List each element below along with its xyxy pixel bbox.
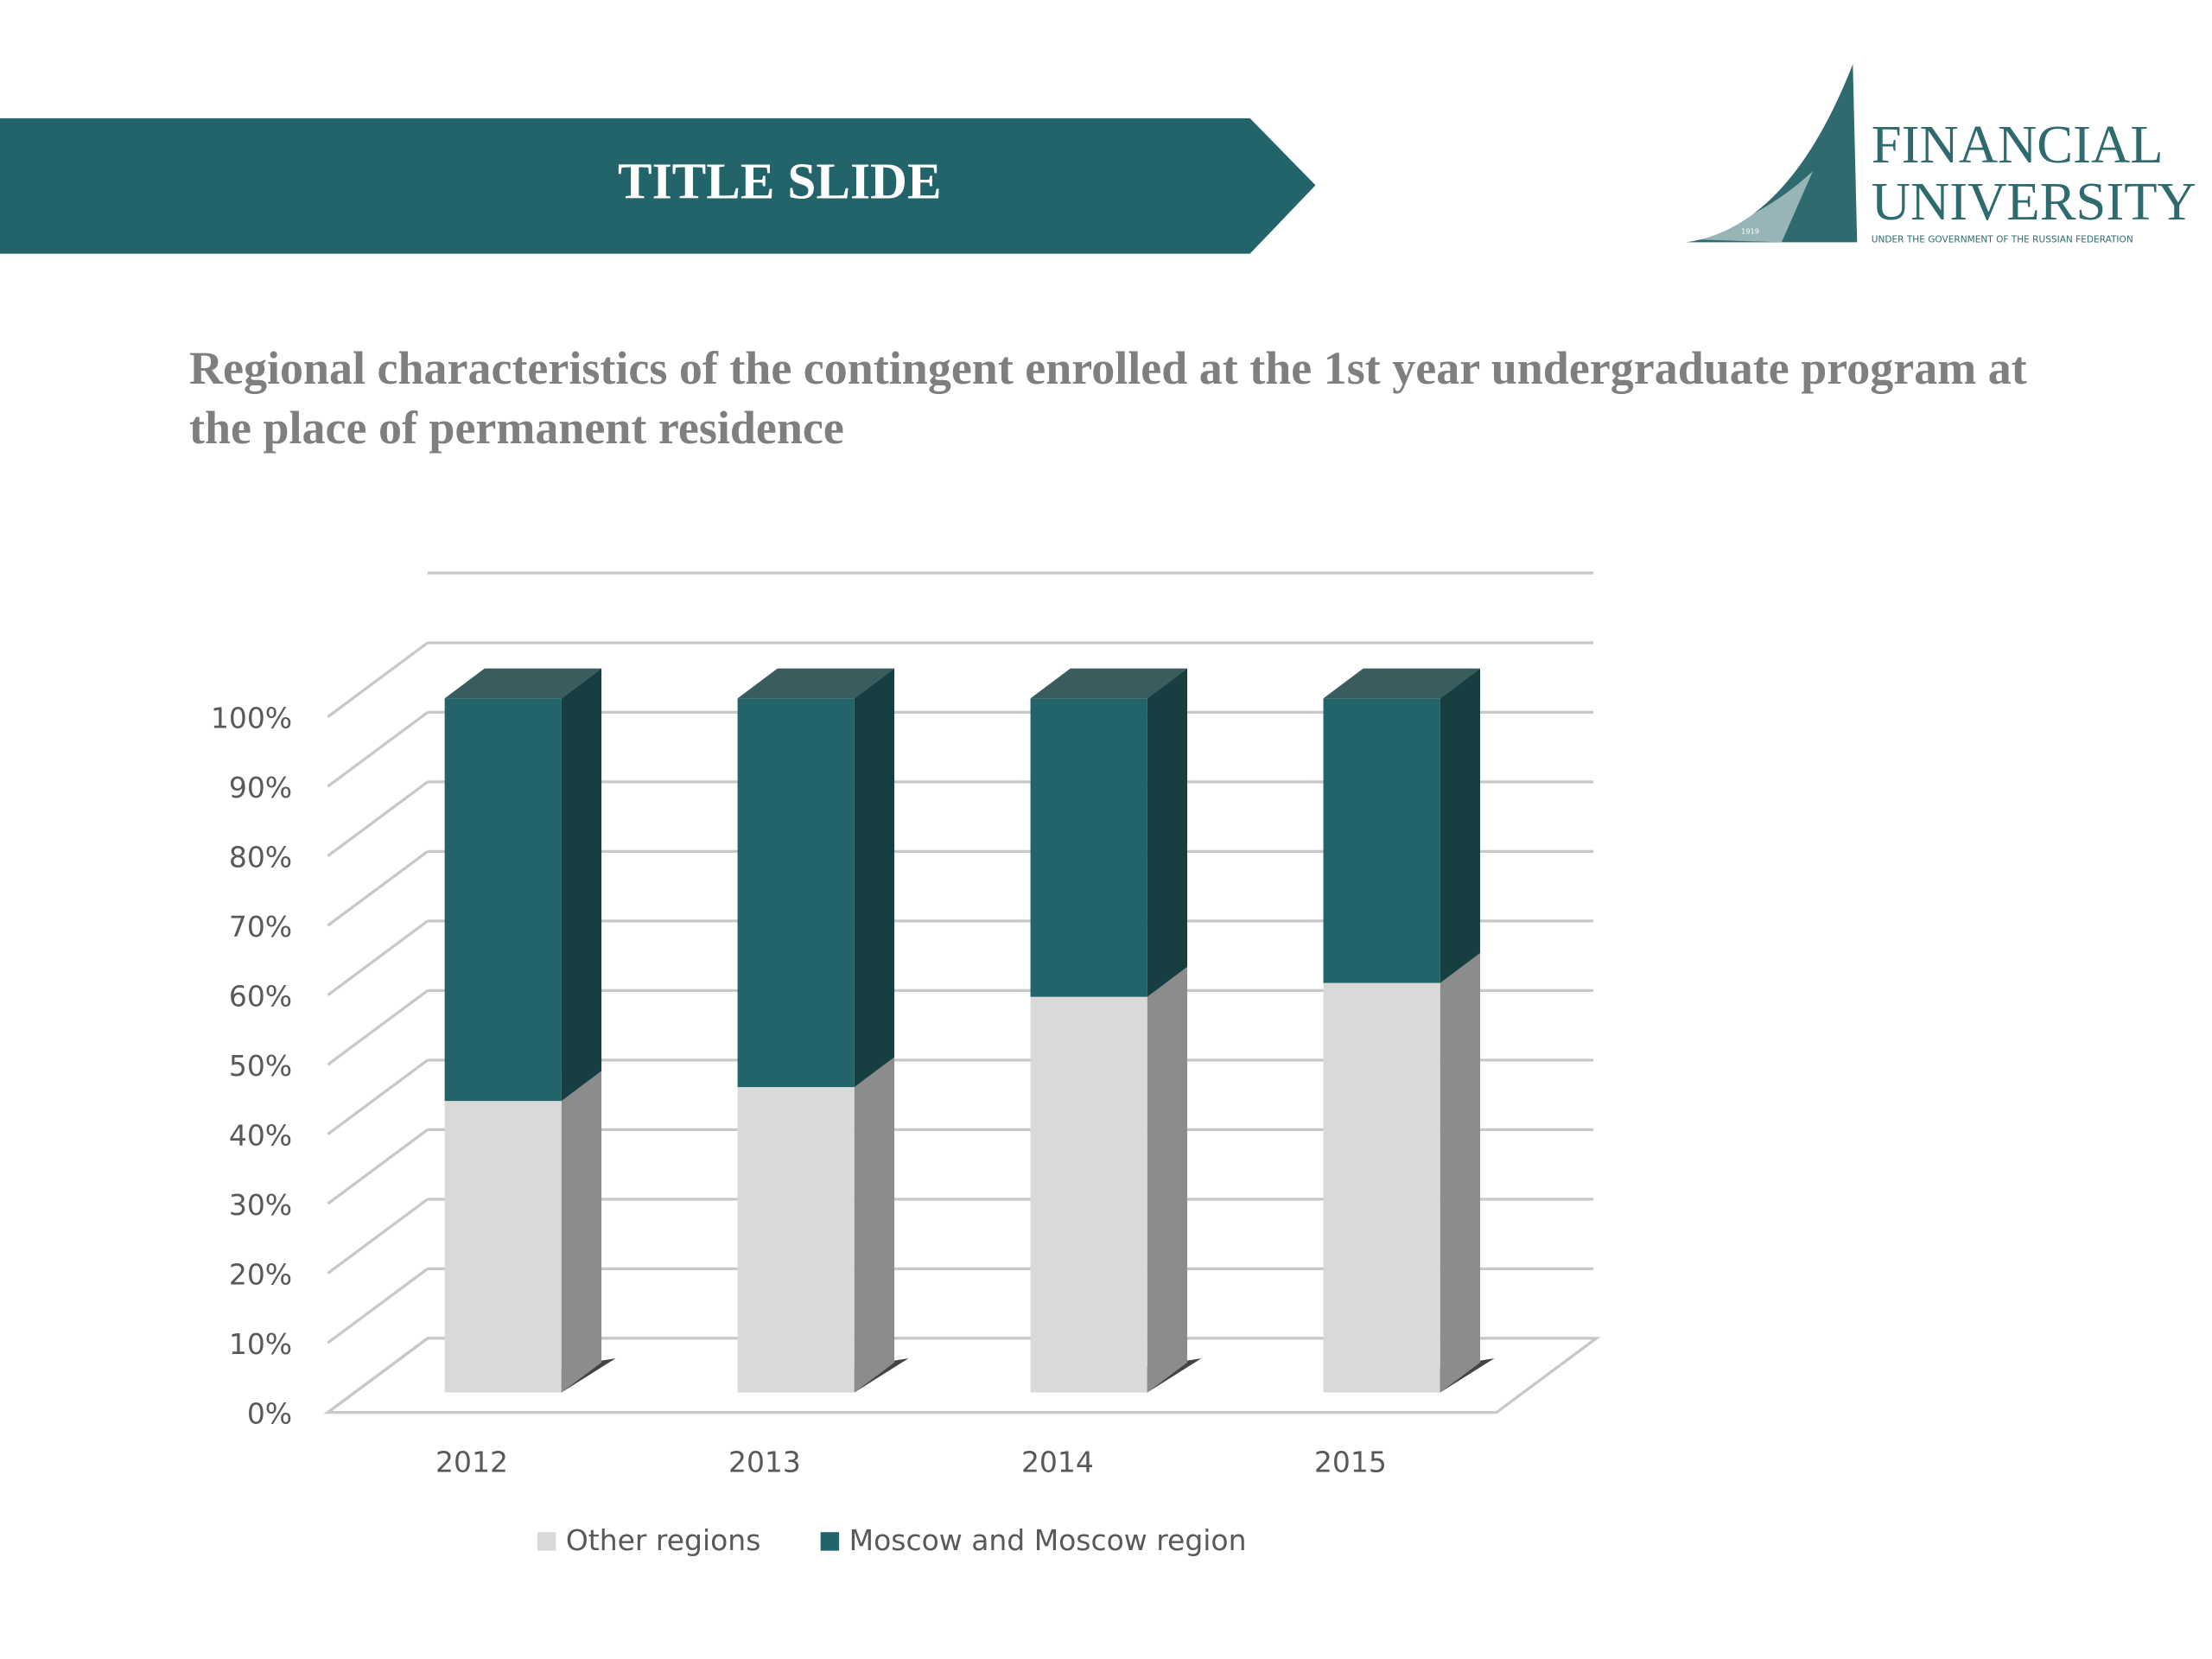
logo-sail [1686,64,1858,243]
bar-segment [1323,698,1440,983]
x-tick-label: 2014 [1021,1446,1094,1479]
y-tick-label: 10% [229,1327,292,1361]
y-tick-label: 100% [211,701,292,734]
chart-title: Regional characteristics of the continge… [189,342,2027,454]
grid-line [327,1058,429,1135]
logo-sail-highlight [1695,170,1814,243]
bar-segment-top [444,668,602,699]
y-tick-label: 70% [229,910,292,944]
bar-segment [444,1101,562,1393]
logo-tagline: UNDER THE GOVERNMENT OF THE RUSSIAN FEDE… [1872,234,2133,245]
logo-year: 1919 [1741,227,1759,236]
grid-line [327,711,429,788]
legend-swatch [820,1532,840,1551]
bar-segment-top [1323,668,1480,699]
legend-label: Moscow and Moscow region [849,1523,1247,1557]
grid-line [327,780,429,858]
logo-name: FINANCIAL [1872,114,2164,175]
y-tick-label: 90% [229,771,292,804]
bar-segment [1030,996,1147,1393]
bar-segment [737,698,855,1088]
bar-segment-top [1030,668,1188,699]
bar-segment-side [1440,668,1480,983]
title-banner [0,118,1316,254]
grid-line [327,1337,429,1414]
bar-segment-side [1440,952,1480,1393]
x-tick-label: 2013 [728,1446,801,1479]
grid-line [327,850,429,927]
y-tick-label: 0% [247,1396,292,1430]
bar-segment-top [737,668,895,699]
y-tick-label: 20% [229,1257,292,1291]
grid-line [327,919,429,996]
grid-line [327,989,429,1066]
bar-segment [444,698,562,1102]
y-tick-label: 60% [229,979,292,1013]
x-tick-label: 2012 [435,1446,508,1479]
x-tick-label: 2015 [1314,1446,1387,1479]
bar-segment-side [854,1057,895,1393]
y-tick-label: 40% [229,1118,292,1152]
legend-swatch [537,1532,556,1551]
grid-line [327,1198,429,1274]
y-tick-label: 30% [229,1188,292,1222]
bar-segment-side [1147,967,1188,1393]
grid-line [327,1128,429,1205]
bar-segment-side [561,668,602,1102]
y-tick-label: 80% [229,840,292,874]
grid-line [327,1268,429,1344]
bar-segment [1323,982,1440,1393]
bar-segment-side [561,1071,602,1393]
bar-segment-side [854,668,895,1088]
bar-segment [1030,698,1147,997]
slide-title: TITLE SLIDE [618,153,942,210]
y-tick-label: 50% [229,1049,292,1083]
bar-segment [737,1087,855,1393]
legend-label: Other regions [566,1523,761,1557]
logo-name: UNIVERSITY [1872,171,2196,232]
grid-line [327,641,429,719]
bar-segment-side [1147,668,1188,997]
